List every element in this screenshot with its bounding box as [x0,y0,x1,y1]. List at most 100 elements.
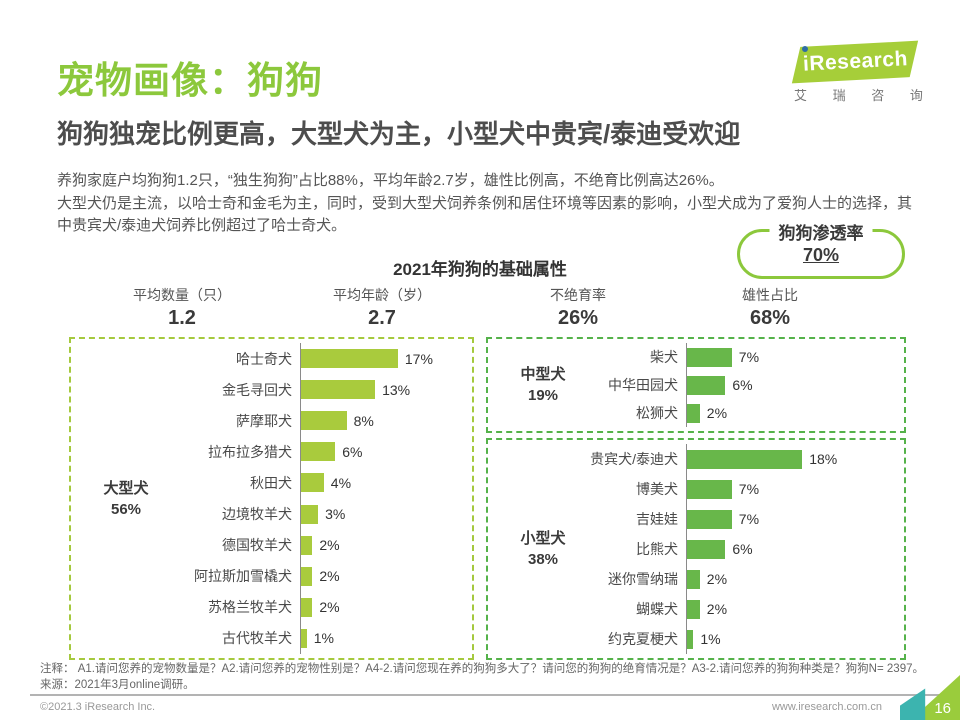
group-name: 大型犬 [103,479,149,497]
bar [687,449,803,469]
group-name: 小型犬 [520,530,566,547]
bar-value-label: 4% [330,474,352,491]
bar [687,569,700,589]
bar-row: 吉娃娃 7% [488,504,902,534]
bar-row: 金毛寻回犬 13% [71,374,470,406]
bar-value-label: 7% [738,511,760,527]
bar-category-label: 苏格兰牧羊犬 [208,599,292,616]
small-dogs-chart-box: 小型犬 38% 贵宾犬/泰迪犬 18% 博美犬 7% 吉娃娃 7% 比熊犬 6% 迷你雪纳瑞 2%… [486,438,906,660]
group-name: 中型犬 [520,366,566,383]
bar [301,442,336,462]
note-line: 注释： A1.请问您养的宠物数量是？A2.请问您养的宠物性别是？A4-2.请问您… [40,663,924,675]
bar [301,628,307,648]
medium-dogs-bar-chart: 柴犬 7% 中华田园犬 6% 松狮犬 2% [488,343,902,427]
bar-value-label: 2% [706,601,728,617]
logo-wordmark: iResearch [801,47,908,76]
bar-category-label: 蝴蝶犬 [636,601,678,617]
bar-category-label: 贵宾犬/泰迪犬 [590,451,678,467]
bar-row: 阿拉斯加雪橇犬 2% [71,560,470,592]
stat-average-age: 平均年龄（岁） 2.7 [297,285,467,330]
footer-copyright: ©2021.3 iResearch Inc. [40,701,156,713]
bar-category-label: 迷你雪纳瑞 [608,571,678,587]
bar-value-label: 6% [732,541,753,557]
bar-row: 约克夏梗犬 1% [488,624,902,654]
stat-average-count: 平均数量（只） 1.2 [97,285,267,330]
bar [687,629,694,649]
stat-male-share: 雄性占比 68% [685,285,855,330]
bar-value-label: 6% [342,443,363,460]
bar-value-label: 6% [732,377,753,393]
bar-track: 1% [300,622,470,654]
bar-value-label: 17% [404,350,433,367]
bar-track: 18% [686,444,902,474]
bar [301,566,313,586]
bar-category-label: 边境牧羊犬 [222,506,292,523]
bar-track: 7% [686,474,902,504]
bar-value-label: 3% [325,506,346,523]
page-title: 宠物画像：狗狗 [57,60,323,101]
bar-track: 2% [686,564,902,594]
stat-value: 2.7 [368,307,396,329]
bar-row: 蝴蝶犬 2% [488,594,902,624]
bar-value-label: 2% [706,571,728,587]
bar-row: 古代牧羊犬 1% [71,622,470,654]
bar-track: 4% [300,467,470,499]
bar [687,509,732,529]
bar-row: 拉布拉多猎犬 6% [71,436,470,468]
small-dogs-group-label: 小型犬 38% [498,528,588,570]
bar-value-label: 8% [353,412,374,429]
logo-i-dot-icon [802,46,808,52]
bar-track: 2% [300,591,470,623]
bar-value-label: 2% [706,405,728,421]
bar [301,349,398,369]
bar-row: 边境牧羊犬 3% [71,498,470,530]
bar-row: 比熊犬 6% [488,534,902,564]
bar [687,403,700,423]
bar-row: 柴犬 7% [488,343,902,371]
bar-category-label: 松狮犬 [636,405,678,421]
bar [301,597,313,617]
large-dogs-bar-chart: 哈士奇犬 17% 金毛寻回犬 13% 萨摩耶犬 8% 拉布拉多猎犬 6% 秋田犬 4% 边境牧羊犬 3… [71,343,470,654]
source-line: 来源：2021年3月online调研。 [40,679,195,691]
group-share: 38% [527,551,559,568]
body-text: 养狗家庭户均狗狗1.2只，“独生狗狗”占比88%，平均年龄2.7岁，雄性比例高，… [57,170,919,238]
bar [687,375,726,395]
logo-parallelogram: iResearch [791,40,919,84]
bar-row: 中华田园犬 6% [488,371,902,399]
bar-row: 苏格兰牧羊犬 2% [71,591,470,623]
bar [687,479,732,499]
bar [687,347,732,367]
bar-category-label: 拉布拉多猎犬 [208,443,292,460]
bar-track: 6% [300,436,470,468]
bar-category-label: 约克夏梗犬 [608,631,678,647]
stat-label: 雄性占比 [742,287,798,303]
bar-value-label: 1% [313,630,334,647]
bar [687,539,726,559]
bar-row: 贵宾犬/泰迪犬 18% [488,444,902,474]
bar-track: 13% [300,374,470,406]
bar-category-label: 柴犬 [650,349,678,365]
bar-value-label: 7% [738,349,760,365]
bar-category-label: 博美犬 [636,481,678,497]
penetration-badge: 狗狗渗透率 70% [737,219,905,279]
bar [301,380,376,400]
stat-label: 平均数量（只） [133,287,231,303]
large-dogs-chart-box: 大型犬 56% 哈士奇犬 17% 金毛寻回犬 13% 萨摩耶犬 8% 拉布拉多猎犬 6% 秋田犬… [69,337,474,660]
iresearch-logo: iResearch 艾 瑞 咨 询 [788,40,923,104]
bar-row: 松狮犬 2% [488,399,902,427]
bar-track: 3% [300,498,470,530]
bar [687,599,700,619]
bar-value-label: 1% [700,631,721,647]
page-subtitle: 狗狗独宠比例更高，大型犬为主，小型犬中贵宾/泰迪受欢迎 [57,119,741,149]
body-paragraph-2: 大型犬仍是主流，以哈士奇和金毛为主，同时，受到大型犬饲养条例和居住环境等因素的影… [57,195,913,234]
stat-value: 68% [749,307,791,329]
bar-category-label: 萨摩耶犬 [236,412,292,429]
stat-label: 平均年龄（岁） [333,287,431,303]
bar-value-label: 2% [319,537,340,554]
stat-label: 不绝育率 [550,287,606,303]
footer-website: www.iresearch.com.cn [771,701,882,713]
bar [301,535,313,555]
bar-row: 博美犬 7% [488,474,902,504]
medium-dogs-chart-box: 中型犬 19% 柴犬 7% 中华田园犬 6% 松狮犬 2% [486,337,906,433]
